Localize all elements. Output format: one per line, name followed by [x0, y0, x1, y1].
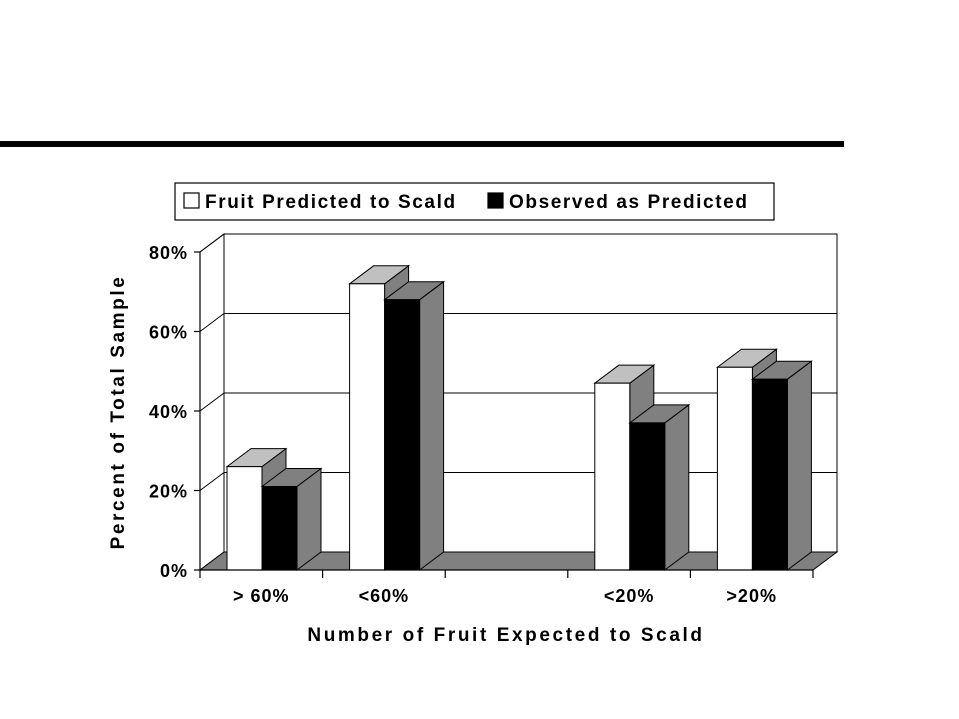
bar-front-face — [629, 422, 666, 571]
chart-legend: Fruit Predicted to Scald Observed as Pre… — [174, 182, 775, 221]
bar-front-face — [594, 382, 631, 571]
y-tick-label: 20% — [149, 482, 188, 502]
bar-front-face — [349, 283, 386, 571]
bar-front-face — [384, 299, 421, 571]
bar-side-face — [664, 403, 690, 571]
bar-observed — [383, 280, 446, 571]
gridline-side — [199, 472, 225, 491]
y-tick-label: 0% — [160, 561, 188, 581]
legend-swatch-observed — [487, 192, 504, 209]
bar-observed — [260, 467, 323, 571]
legend-frame — [174, 182, 775, 221]
legend-label-observed: Observed as Predicted — [509, 192, 749, 213]
legend-swatch-predicted — [183, 192, 200, 209]
axes: Percent of Total Sample Number of Fruit … — [108, 243, 814, 646]
bar-observed — [750, 360, 813, 571]
y-axis-title: Percent of Total Sample — [108, 275, 129, 550]
bar-front-face — [716, 366, 753, 571]
gridline-side — [199, 233, 225, 253]
legend-label-predicted: Fruit Predicted to Scald — [205, 192, 457, 213]
y-tick-label: 40% — [149, 402, 188, 422]
x-category-label: >20% — [726, 586, 777, 606]
y-tick-label: 60% — [149, 323, 188, 343]
bar-observed — [628, 403, 691, 571]
bar-series-group — [225, 264, 813, 571]
bar-front-face — [261, 486, 298, 571]
title-divider-bar — [0, 141, 844, 147]
x-category-label: <60% — [359, 586, 410, 606]
bar-side-face — [786, 360, 812, 571]
x-axis-title: Number of Fruit Expected to Scald — [307, 625, 704, 646]
bar-front-face — [751, 378, 788, 571]
y-tick-label: 80% — [149, 243, 188, 263]
gridline-side — [199, 392, 225, 412]
gridline-side — [199, 313, 225, 332]
bar-front-face — [226, 466, 263, 571]
x-category-label: <20% — [604, 586, 655, 606]
x-category-label: > 60% — [233, 586, 290, 606]
bar-side-face — [419, 280, 445, 571]
